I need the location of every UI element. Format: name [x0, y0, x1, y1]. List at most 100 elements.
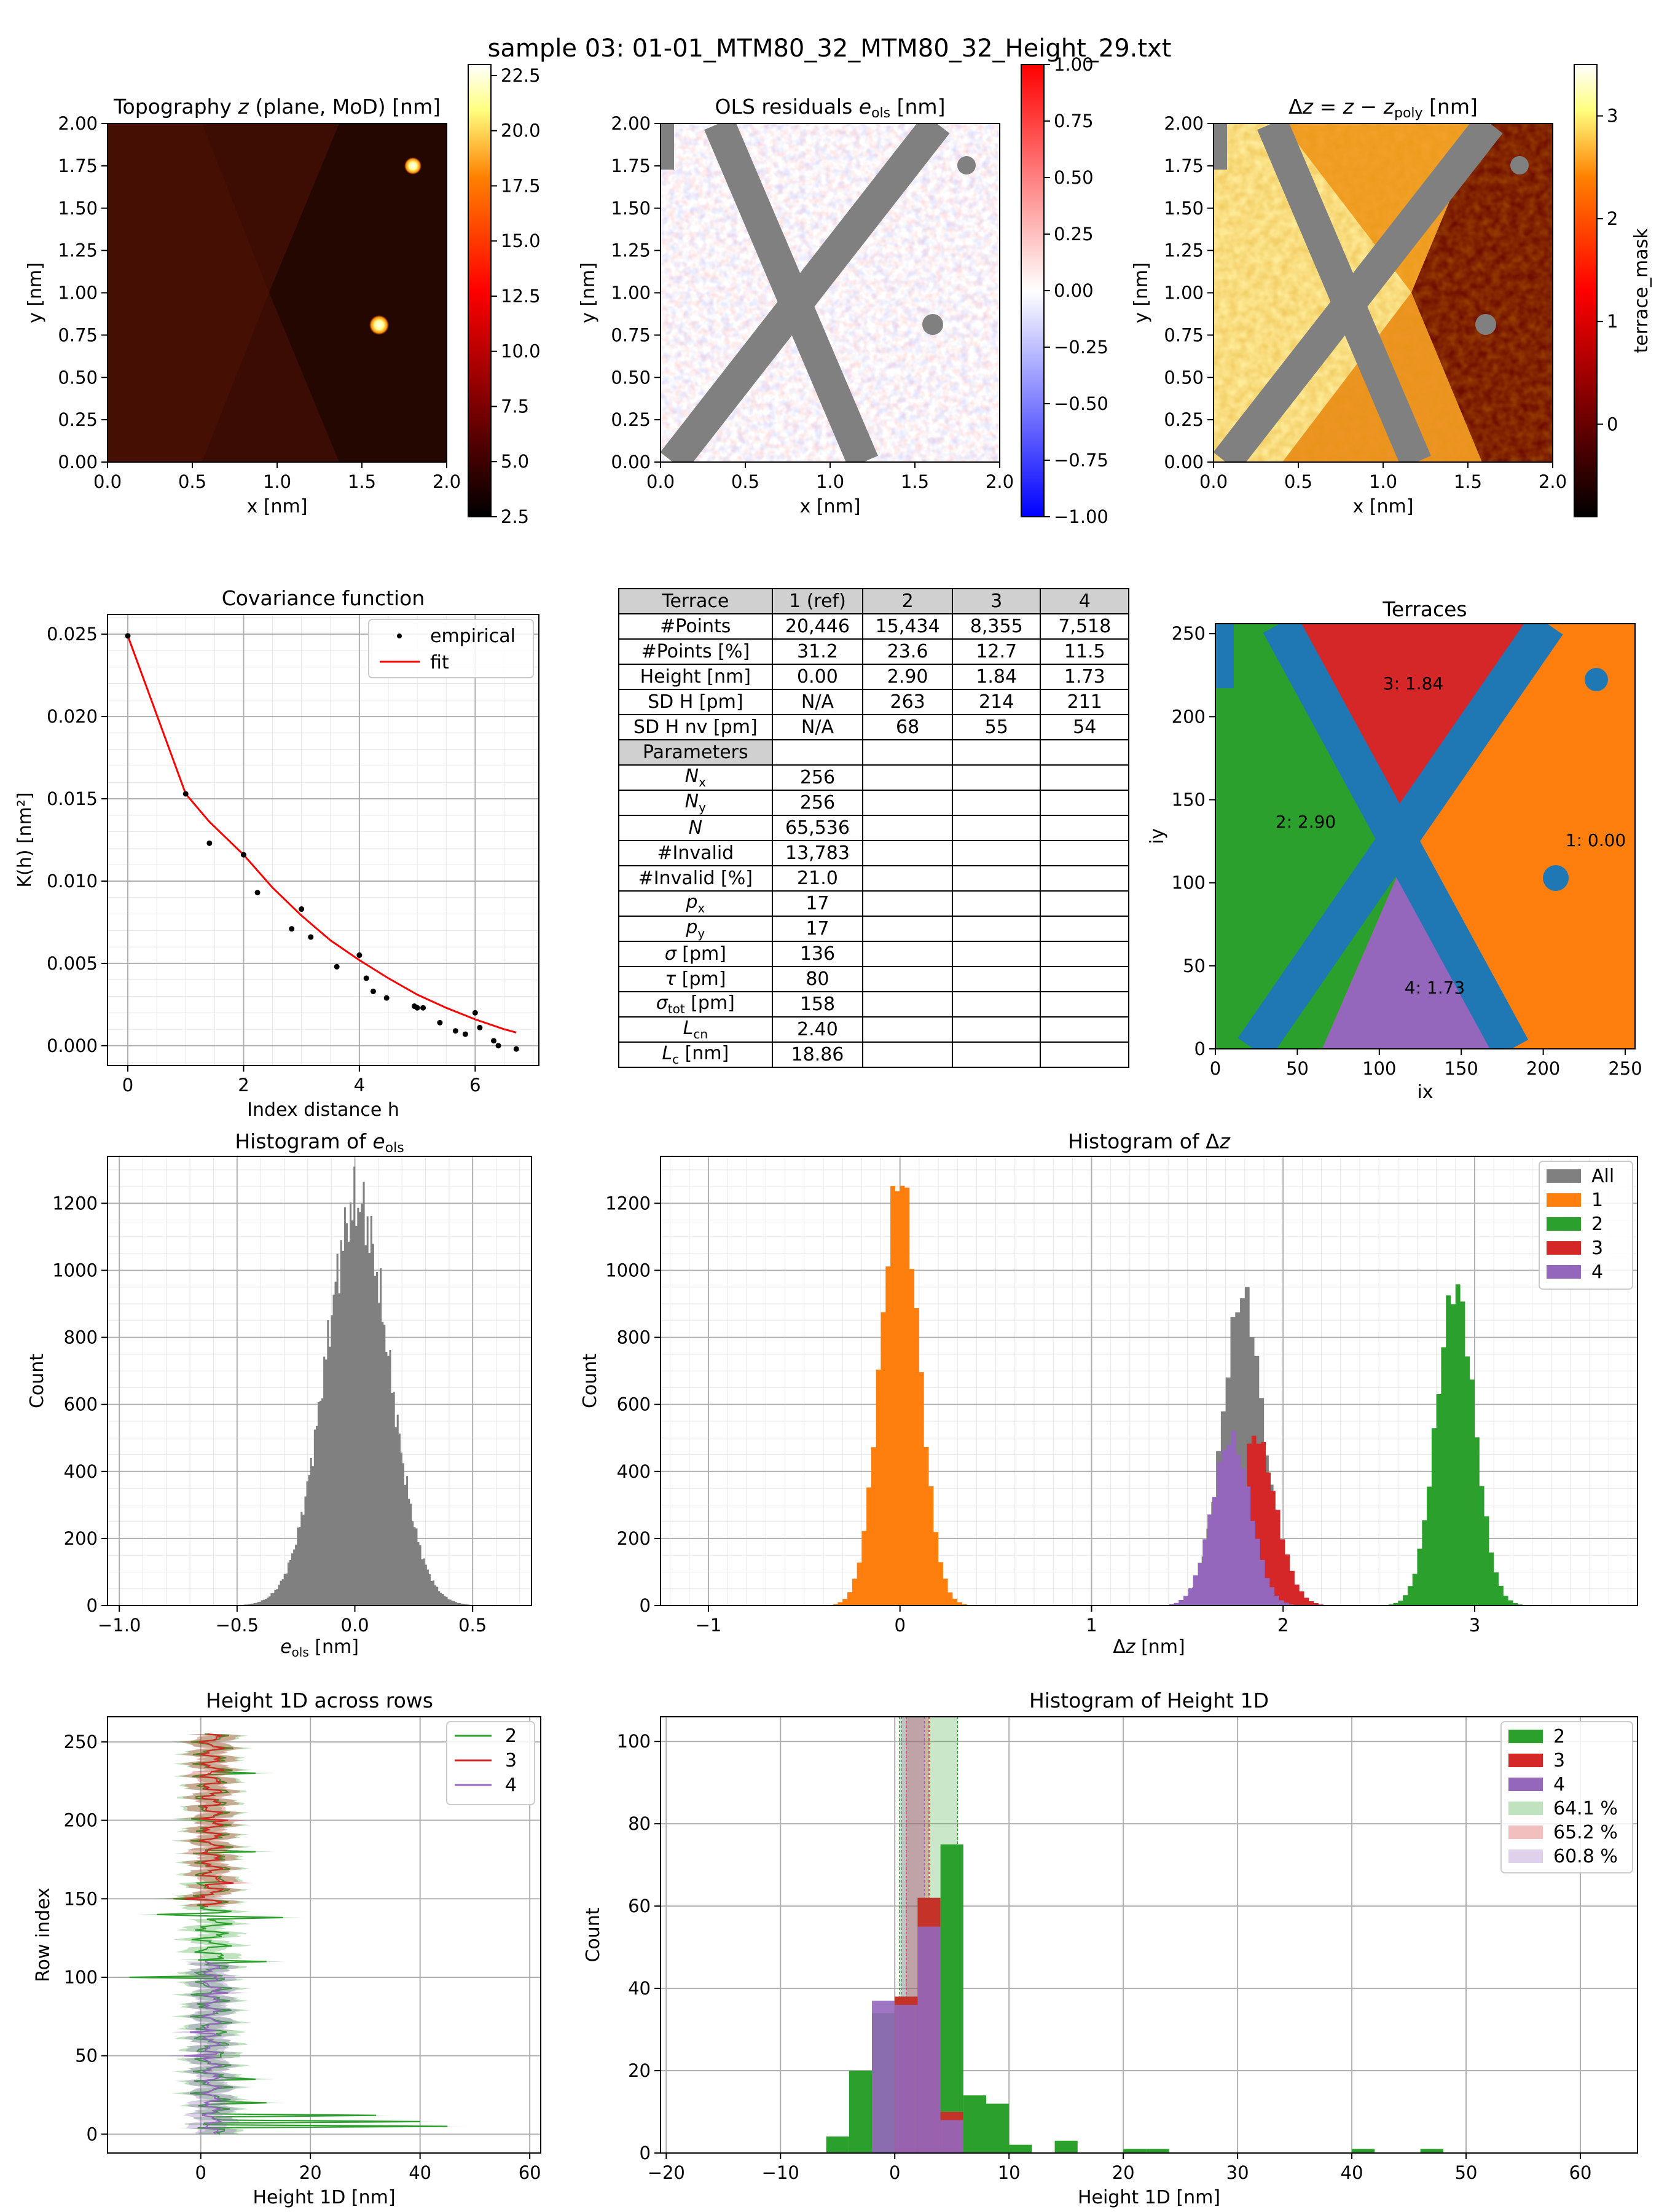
covariance-panel: 0 2 4 6 0.000 0.005 0.010 0.015 0.020 0.025 Index … — [14, 586, 539, 1121]
table-row: SD H nv [pm] N/A 68 55 54 — [618, 714, 1129, 740]
x-tick-label: 2 — [238, 1075, 249, 1096]
colorbar-tick-label: 1 — [1607, 311, 1618, 332]
hist-dz-series-4 — [1155, 1430, 1313, 1606]
y-tick-label: 1.00 — [58, 283, 98, 304]
param-value: 80 — [771, 966, 864, 992]
x-tick-label: 40 — [1341, 2162, 1363, 2183]
x-tick-label: 200 — [1526, 1058, 1560, 1079]
param-value: 17 — [771, 916, 864, 942]
histogram-bar-c2 — [1054, 2140, 1078, 2153]
residuals-mask-edge — [661, 124, 674, 170]
table-params-header: Parameters — [618, 739, 773, 766]
topography-panel: Topography z (plane, MoD) [nm] 0.0 0.5 1.0… — [25, 64, 541, 527]
table-param-row: σtot [pm] 158 — [618, 991, 1129, 1018]
x-tick-label: 0 — [894, 1615, 905, 1636]
y-tick-label: 0.50 — [1164, 367, 1204, 388]
colorbar-tick-label: 0.25 — [1054, 224, 1094, 245]
terraces-axes: 0 50 100 150 200 250 0 50 100 150 200 250 ix iy — [1147, 623, 1642, 1103]
y-tick-label: 20 — [628, 2060, 651, 2081]
delta-z-panel: Δz = z − zpoly [nm] 0.0 0.5 1.0 1.5 2.00.000… — [1131, 64, 1652, 517]
x-tick-label: 10 — [998, 2162, 1021, 2183]
param-value: 17 — [771, 890, 864, 917]
y-tick-label: 40 — [628, 1978, 651, 1999]
table-header-cell: 4 — [1040, 588, 1129, 614]
height1d-band-2 — [110, 1734, 467, 2135]
y-tick-label: 0.00 — [611, 452, 651, 473]
x-axis-label: x [nm] — [800, 496, 861, 517]
y-tick-label: 50 — [75, 2045, 98, 2066]
histogram-bars — [225, 1166, 489, 1606]
histogram-bar-c2 — [963, 2095, 986, 2153]
y-axis-label: Count — [579, 1354, 601, 1408]
dz-colorbar-ticks: 3 2 1 0 terrace_mask — [1597, 106, 1652, 434]
table-cell: #Points — [618, 613, 773, 640]
x-tick-label: −10 — [762, 2162, 799, 2183]
legend-label: 4 — [1553, 1774, 1565, 1795]
terrace-mask-spot-1 — [1585, 668, 1608, 691]
table-param-row: #Invalid [%] 21.0 — [618, 865, 1129, 892]
y-tick-label: 1.50 — [1164, 198, 1204, 219]
empirical-point — [513, 1046, 519, 1052]
legend-swatch — [1508, 1826, 1543, 1839]
param-value: 136 — [771, 941, 864, 967]
legend-swatch — [1547, 1169, 1581, 1183]
empirical-point — [420, 1005, 426, 1011]
x-tick-label: 40 — [409, 2162, 431, 2183]
legend-swatch — [1547, 1217, 1581, 1231]
x-tick-label: 0.0 — [340, 1615, 369, 1636]
legend-label: 2 — [1553, 1726, 1565, 1747]
legend-label: 3 — [1591, 1237, 1603, 1259]
table-cell: SD H [pm] — [618, 689, 773, 715]
histogram-bar-c2 — [849, 2071, 873, 2153]
y-tick-label: 0.75 — [1164, 324, 1204, 345]
figure-suptitle: sample 03: 01-01_MTM80_32_MTM80_32_Heigh… — [487, 34, 1172, 63]
x-axis-label: x [nm] — [247, 496, 308, 517]
colorbar-label: terrace_mask — [1631, 228, 1652, 353]
colorbar-tick-label: 2.5 — [501, 506, 529, 527]
residuals-mask-diagonal-2 — [661, 124, 950, 462]
hist-height1d-title: Histogram of Height 1D — [1029, 1688, 1269, 1712]
x-tick-label: 60 — [519, 2162, 541, 2183]
terrace-label-3: 3: 1.84 — [1383, 673, 1444, 694]
colorbar-tick-label: 15.0 — [501, 230, 541, 251]
topography-colorbar-ticks: 2.5 5.0 7.5 10.0 12.5 15.0 17.5 20.0 22.5 — [491, 65, 541, 527]
table-cell: 214 — [951, 689, 1041, 715]
hist-dz-series-1 — [823, 1185, 977, 1606]
table-cell: 23.6 — [862, 638, 953, 665]
y-tick-label: 200 — [64, 1528, 98, 1549]
height1d-axes: 0 20 40 60 0 50 100 150 200 250 Height 1D [nm] Row … — [33, 1732, 541, 2208]
colorbar-tick-label: 12.5 — [501, 286, 541, 307]
covariance-title: Covariance function — [222, 586, 425, 610]
hist-height1d-axes: −20 −10 0 10 20 30 40 50 60 0 20 40 60 80 100 Height 1D… — [582, 1731, 1591, 2208]
hist-eols-xlabel: eols [nm] — [280, 1636, 359, 1660]
x-tick-label: 50 — [1286, 1058, 1309, 1079]
dz-mask-edge — [1214, 124, 1227, 170]
x-tick-label: 0.5 — [1284, 471, 1312, 492]
empirical-point — [383, 995, 390, 1001]
table-row: Height [nm] 0.00 2.90 1.84 1.73 — [618, 664, 1129, 690]
param-label: Nx — [618, 764, 773, 791]
legend-label: 3 — [1553, 1750, 1565, 1771]
table-param-row: #Invalid 13,783 — [618, 840, 1129, 866]
table-cell: 15,434 — [862, 613, 953, 640]
legend-label: 4 — [1591, 1261, 1603, 1283]
y-tick-label: 0.025 — [47, 624, 98, 645]
table-cell: 8,355 — [951, 613, 1041, 640]
x-tick-label: 1 — [1086, 1615, 1097, 1636]
hist-dz-series-3 — [1170, 1435, 1343, 1606]
param-value: 256 — [771, 790, 864, 816]
residuals-colorbar — [1021, 64, 1045, 517]
dz-mask-spot-2 — [1475, 314, 1496, 335]
covariance-grid — [108, 614, 539, 1065]
y-tick-label: 80 — [628, 1813, 651, 1834]
y-tick-label: 0 — [87, 2124, 98, 2144]
legend-swatch — [1508, 1754, 1543, 1767]
empirical-point — [414, 1005, 420, 1011]
colorbar-tick-label: −0.25 — [1054, 337, 1108, 358]
y-tick-label: 2.00 — [1164, 113, 1204, 134]
colorbar-tick-label: 2 — [1607, 208, 1618, 229]
colorbar-tick-label: 1.00 — [1054, 54, 1094, 75]
y-tick-label: 1.50 — [611, 198, 651, 219]
y-tick-label: 0 — [87, 1595, 98, 1616]
y-tick-label: 250 — [1172, 623, 1206, 644]
